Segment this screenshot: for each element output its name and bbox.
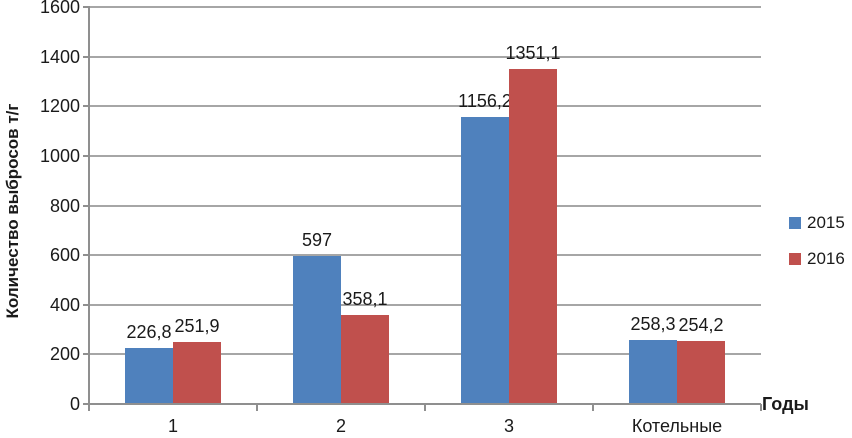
y-tick-label: 600: [49, 245, 80, 266]
bar-value-label: 1351,1: [505, 42, 561, 63]
x-tick-label: Котельные: [631, 416, 723, 436]
y-tick-label: 200: [49, 344, 80, 365]
x-axis-title: Годы: [762, 394, 809, 414]
bar-2016-cat2: [341, 315, 389, 404]
bar-2016-cat3: [509, 68, 557, 404]
gridline: [89, 353, 761, 356]
y-tick-label: 0: [69, 394, 80, 414]
gridline: [89, 6, 761, 8]
plot-area: 226,8 251,9 597 358,1 1156,2 1351,1 258,3 254,2: [89, 7, 761, 404]
x-tick-label: 1: [167, 416, 178, 436]
x-tick-mark: [88, 404, 90, 411]
x-tick-label: 2: [335, 416, 346, 436]
y-tick-mark: [83, 303, 90, 306]
y-tick-mark: [83, 105, 90, 108]
x-axis-line: [83, 403, 761, 405]
gridline: [89, 154, 761, 157]
bar-2016-cat4: [677, 340, 725, 404]
bar-value-label: 226,8: [126, 321, 172, 342]
y-tick-mark: [83, 55, 90, 58]
legend-entry-2016: 2016: [789, 249, 845, 269]
bar-value-label: 251,9: [174, 315, 220, 336]
y-tick-label: 1400: [39, 46, 80, 67]
gridline: [89, 105, 761, 108]
gridline: [89, 254, 761, 257]
bar-2015-cat1: [125, 347, 173, 404]
y-tick-mark: [83, 353, 90, 356]
x-tick-mark: [592, 404, 594, 411]
x-tick-mark: [256, 404, 258, 411]
bar-value-label: 358,1: [342, 289, 388, 310]
legend-swatch-icon: [789, 217, 801, 229]
y-tick-mark: [83, 254, 90, 257]
legend-swatch-icon: [789, 253, 801, 265]
gridline: [89, 204, 761, 207]
y-tick-mark: [83, 6, 90, 8]
bar-value-label: 258,3: [630, 313, 676, 334]
gridline: [89, 55, 761, 58]
x-tick-mark: [424, 404, 426, 411]
bar-value-label: 1156,2: [458, 91, 512, 112]
legend-label: 2015: [807, 213, 845, 232]
bar-value-label: 254,2: [678, 314, 724, 335]
y-tick-mark: [83, 154, 90, 157]
bar-2015-cat2: [293, 255, 341, 404]
bar-2016-cat1: [173, 341, 221, 404]
x-tick-mark: [760, 404, 762, 411]
bar-2015-cat4: [629, 339, 677, 404]
y-tick-label: 800: [49, 195, 80, 216]
y-axis-line: [88, 7, 90, 405]
y-tick-label: 1200: [39, 96, 80, 117]
legend: 2015 2016: [789, 213, 845, 285]
bar-2015-cat3: [461, 117, 509, 404]
y-tick-mark: [83, 204, 90, 207]
legend-label: 2016: [807, 249, 845, 268]
y-tick-label: 400: [49, 294, 80, 315]
legend-entry-2015: 2015: [789, 213, 845, 233]
gridline: [89, 303, 761, 306]
bar-value-label: 597: [301, 229, 333, 250]
y-tick-label: 1600: [39, 0, 80, 17]
y-tick-label: 1000: [39, 145, 80, 166]
x-tick-label: 3: [503, 416, 514, 436]
